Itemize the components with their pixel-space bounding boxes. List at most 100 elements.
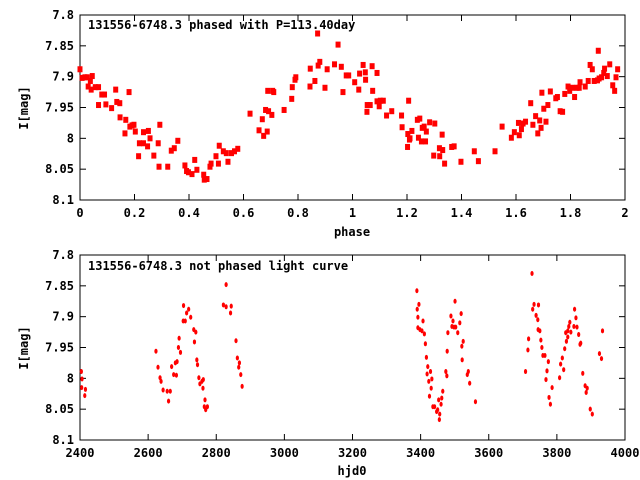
data-point	[263, 106, 269, 113]
data-point	[172, 372, 176, 378]
y-tick-label: 7.85	[45, 279, 74, 293]
data-point	[418, 138, 424, 145]
data-point	[377, 97, 383, 104]
data-point	[229, 150, 235, 157]
x-tick-label: 1.4	[451, 206, 473, 220]
data-point	[445, 348, 449, 354]
data-point	[544, 377, 548, 383]
x-tick-label: 4000	[611, 446, 640, 460]
data-point	[406, 97, 412, 104]
data-point	[437, 417, 441, 423]
data-point	[324, 66, 330, 73]
data-point	[234, 338, 238, 344]
data-point	[178, 349, 183, 355]
x-tick-label: 2	[621, 206, 628, 220]
data-point	[176, 345, 181, 350]
data-point	[591, 77, 597, 84]
data-point	[563, 346, 567, 352]
unphased-light-curve-panel: 131556-6748.3 not phased light curve hjd…	[17, 248, 639, 478]
data-point	[332, 61, 338, 68]
data-point	[161, 387, 165, 393]
data-point	[194, 166, 200, 173]
data-point	[446, 330, 450, 336]
data-point	[181, 303, 186, 309]
data-point	[432, 404, 437, 410]
data-point	[136, 153, 142, 160]
data-point	[421, 318, 425, 324]
data-point	[566, 328, 570, 334]
data-point	[240, 383, 244, 389]
data-point	[407, 135, 413, 142]
x-tick-label: 1.8	[560, 206, 582, 220]
data-point	[289, 84, 295, 91]
x-tick-label: 0.6	[233, 206, 255, 220]
data-point	[256, 127, 262, 134]
data-point	[545, 368, 549, 374]
data-point	[140, 140, 146, 147]
data-point	[168, 388, 172, 394]
data-point	[170, 364, 174, 370]
data-point	[575, 324, 579, 330]
data-point	[423, 128, 429, 135]
data-point	[370, 87, 376, 94]
data-point	[122, 130, 128, 137]
data-point	[363, 76, 369, 83]
data-point	[307, 83, 313, 90]
data-point	[612, 87, 618, 94]
data-point	[194, 329, 198, 335]
data-point	[307, 65, 313, 72]
data-point	[597, 351, 602, 357]
data-point	[516, 132, 522, 139]
data-point	[449, 313, 453, 319]
data-point	[528, 100, 534, 107]
data-point	[577, 332, 581, 338]
y-tick-label: 8.1	[52, 433, 74, 447]
phased-light-curve-panel: 131556-6748.3 phased with P=113.40day ph…	[17, 8, 629, 239]
data-point	[437, 153, 443, 160]
data-point	[562, 90, 568, 97]
data-point	[458, 320, 462, 326]
data-point	[558, 375, 562, 381]
data-point	[189, 171, 195, 178]
data-point	[471, 148, 477, 155]
data-point	[364, 108, 370, 115]
data-point	[604, 73, 610, 80]
data-point	[559, 361, 563, 367]
y-tick-label: 7.85	[45, 39, 74, 53]
data-point	[425, 371, 429, 377]
y-tick-label: 7.95	[45, 341, 74, 355]
data-point	[589, 66, 595, 73]
data-point	[562, 367, 566, 373]
data-point	[437, 397, 441, 403]
data-point	[235, 355, 239, 361]
data-point	[156, 163, 162, 170]
data-point	[439, 131, 445, 138]
data-point	[322, 84, 328, 91]
data-point	[436, 145, 442, 152]
data-point	[192, 156, 198, 163]
data-point	[374, 69, 380, 76]
data-point	[131, 121, 137, 128]
data-point	[293, 74, 299, 81]
data-point	[114, 98, 120, 105]
data-point	[208, 160, 214, 167]
data-point	[132, 128, 138, 135]
data-point	[428, 369, 433, 375]
data-point	[360, 61, 366, 68]
data-point	[590, 411, 594, 417]
data-point	[335, 41, 341, 48]
data-point	[80, 376, 84, 382]
x-tick-label: 3000	[270, 446, 299, 460]
data-point	[113, 86, 119, 93]
data-point	[567, 87, 573, 94]
data-point	[566, 334, 570, 340]
data-point	[588, 406, 592, 412]
data-point	[389, 108, 395, 115]
data-point	[423, 138, 429, 145]
x-tick-label: 2400	[66, 446, 95, 460]
data-point	[543, 353, 547, 359]
data-point	[454, 324, 458, 330]
x-tick-label: 3200	[338, 446, 367, 460]
data-point	[547, 394, 551, 400]
data-point	[96, 84, 102, 91]
